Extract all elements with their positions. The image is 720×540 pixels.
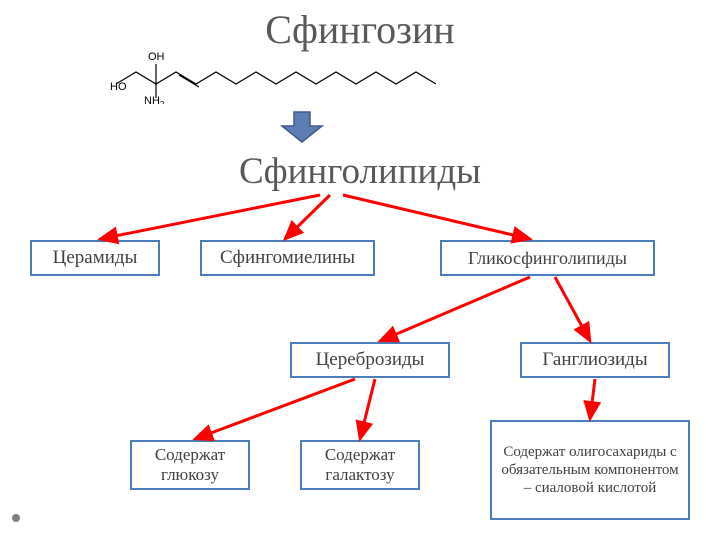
title-sphingolipids: Сфинголипиды xyxy=(190,150,530,193)
chem-ho-label: HO xyxy=(110,81,127,93)
title-sphingosine: Сфингозин xyxy=(220,6,500,53)
chemical-structure: HO OH NH2 xyxy=(110,48,450,109)
chem-oh-label: OH xyxy=(148,51,165,63)
node-glycosphingolipids: Гликосфинголипиды xyxy=(440,240,655,276)
node-glucose: Содержат глюкозу xyxy=(130,440,250,490)
node-gangliosides: Ганглиозиды xyxy=(520,342,670,378)
node-sialic: Содержат олигосахариды с обязательным ко… xyxy=(490,420,690,520)
node-galactose: Содержат галактозу xyxy=(300,440,420,490)
node-cerebrosides: Цереброзиды xyxy=(290,342,450,378)
chem-nh2-label: NH2 xyxy=(144,95,165,104)
slide-bullet-icon xyxy=(12,514,20,522)
node-sphingomyelins: Сфингомиелины xyxy=(200,240,375,276)
down-arrow-icon xyxy=(280,110,324,144)
node-ceramides: Церамиды xyxy=(30,240,160,276)
